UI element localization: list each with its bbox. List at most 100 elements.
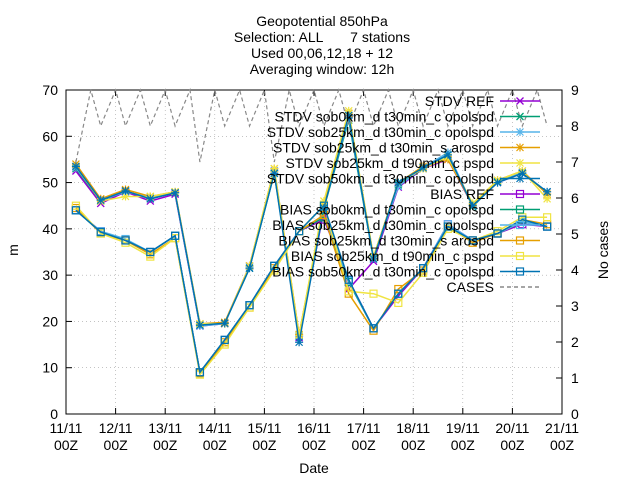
title-line-2: Selection: ALL 7 stations xyxy=(234,29,410,45)
data-point xyxy=(518,169,527,178)
data-point xyxy=(171,188,180,197)
data-point xyxy=(515,267,525,276)
x-tick-label: 13/11 xyxy=(148,420,182,436)
data-point xyxy=(71,206,81,215)
y2-tick-label: 6 xyxy=(571,190,579,206)
legend-item: BIAS sob50km_d t30min_c opolspd xyxy=(272,264,540,280)
data-point xyxy=(515,251,525,261)
grid xyxy=(66,90,562,414)
legend-label: BIAS sob0km_d t30min_c opolspd xyxy=(280,202,494,218)
x-tick-label: 17/11 xyxy=(347,420,381,436)
data-point xyxy=(394,178,403,187)
data-point xyxy=(245,264,254,273)
data-point xyxy=(295,227,304,236)
x-tick-label: 14/11 xyxy=(198,420,232,436)
data-point xyxy=(419,163,428,172)
y2-tick-label: 7 xyxy=(571,154,579,170)
x-tick-label-time: 00Z xyxy=(153,437,178,453)
x-tick-label-time: 00Z xyxy=(352,437,377,453)
x-tick-label-time: 00Z xyxy=(451,437,476,453)
y2-tick-label: 5 xyxy=(571,226,579,242)
data-point xyxy=(518,215,527,224)
series-layer xyxy=(71,87,552,379)
data-point xyxy=(394,289,403,298)
data-point xyxy=(516,143,524,152)
data-point xyxy=(71,162,80,171)
legend-item: STDV sob25km_d t30min_c opolspd xyxy=(267,124,540,140)
data-point xyxy=(543,222,552,231)
y-tick-label: 20 xyxy=(42,313,58,329)
legend-label: BIAS sob50km_d t30min_c opolspd xyxy=(272,264,494,280)
y-axis-label: m xyxy=(5,244,21,256)
data-point xyxy=(543,213,552,222)
x-axis-label: Date xyxy=(299,460,329,476)
title-line-1: Geopotential 850hPa xyxy=(256,13,388,29)
x-tick-label-time: 00Z xyxy=(550,437,575,453)
x-tick-label-time: 00Z xyxy=(252,437,277,453)
series-11 xyxy=(71,201,552,377)
data-point xyxy=(344,111,353,120)
data-point xyxy=(516,159,524,167)
data-point xyxy=(245,301,254,310)
chart-title: Geopotential 850hPa Selection: ALL 7 sta… xyxy=(234,13,410,77)
data-point xyxy=(344,106,353,115)
data-point xyxy=(516,97,524,105)
legend-item: STDV sob25km_d t30min_s arospd xyxy=(273,140,540,156)
data-point xyxy=(515,205,525,214)
plot-frame xyxy=(65,89,563,415)
legend-label: STDV sob25km_d t30min_s arospd xyxy=(273,140,494,156)
legend-item: BIAS REF xyxy=(430,186,540,202)
y2-axis-label: No cases xyxy=(595,221,611,279)
data-point xyxy=(171,231,180,240)
y-tick-label: 10 xyxy=(42,360,58,376)
y-tick-label: 30 xyxy=(42,267,58,283)
data-point xyxy=(121,236,130,245)
data-point xyxy=(515,236,525,245)
series-12 xyxy=(75,87,548,163)
data-point xyxy=(270,164,279,173)
x-tick-label: 12/11 xyxy=(99,420,133,436)
legend-label: STDV sob25km_d t30min_c opolspd xyxy=(267,124,494,140)
x-tick-label: 16/11 xyxy=(297,420,331,436)
legend-item: STDV sob50km_d t30min_c opolspd xyxy=(267,171,540,187)
legend-label: STDV sob0km_d t30min_c opolspd xyxy=(275,109,494,125)
data-point xyxy=(515,220,525,230)
y2-tick-label: 2 xyxy=(571,334,579,350)
legend-item: STDV sob0km_d t30min_c opolspd xyxy=(275,109,540,125)
data-point xyxy=(295,338,304,347)
x-tick-label: 18/11 xyxy=(396,420,430,436)
data-point xyxy=(419,264,428,273)
y2-tick-label: 4 xyxy=(571,262,579,278)
data-point xyxy=(121,192,130,201)
data-point xyxy=(443,222,453,231)
data-point xyxy=(121,186,130,195)
data-point xyxy=(220,335,229,345)
y-tick-label: 70 xyxy=(42,82,58,98)
y-tick-label: 50 xyxy=(42,175,58,191)
data-point xyxy=(515,189,525,199)
data-point xyxy=(443,150,452,159)
legend-item: BIAS sob0km_d t30min_c opolspd xyxy=(280,202,540,218)
y2-tick-label: 1 xyxy=(571,370,579,386)
x-tick-label: 15/11 xyxy=(247,420,281,436)
y2-tick-label: 0 xyxy=(571,406,579,422)
y-tick-label: 0 xyxy=(50,406,58,422)
data-point xyxy=(493,229,502,238)
legend-label: BIAS sob25km_d t30min_c opolspd xyxy=(272,217,494,233)
y2-tick-label: 9 xyxy=(571,82,579,98)
data-point xyxy=(270,169,279,178)
legend-item: CASES xyxy=(447,279,540,295)
data-point xyxy=(516,112,524,121)
legend-item: STDV REF xyxy=(425,93,540,109)
x-tick-label-time: 00Z xyxy=(500,437,525,453)
data-point xyxy=(71,201,81,210)
data-point xyxy=(344,275,353,284)
series-line xyxy=(75,204,548,375)
y2-tick-label: 3 xyxy=(571,298,579,314)
data-point xyxy=(394,298,403,308)
y-tick-label: 40 xyxy=(42,221,58,237)
x-tick-label-time: 00Z xyxy=(401,437,426,453)
title-line-4: Averaging window: 12h xyxy=(250,61,395,77)
x-tick-label-time: 00Z xyxy=(203,437,228,453)
